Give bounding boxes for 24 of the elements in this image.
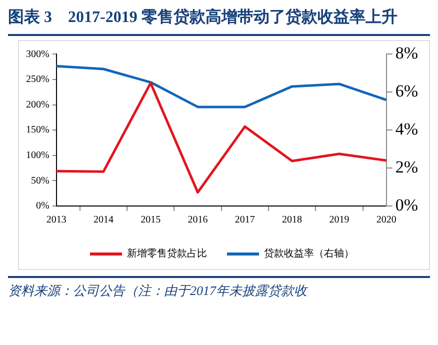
x-tick-label: 2019 — [329, 214, 350, 226]
x-tick-label: 2014 — [93, 214, 114, 226]
legend-label: 新增零售贷款占比 — [127, 248, 207, 260]
x-tick-label: 2015 — [140, 214, 161, 226]
y-tick-label: 50% — [30, 175, 50, 186]
legend-label: 贷款收益率（右轴） — [264, 248, 354, 260]
x-tick-label: 2017 — [234, 214, 255, 226]
x-tick-label: 2016 — [188, 214, 208, 226]
y2-tick-label: 8% — [395, 44, 418, 63]
y-tick-label: 200% — [26, 99, 50, 110]
x-tick-label: 2018 — [282, 214, 302, 226]
chart-title: 图表 3 2017-2019 零售贷款高增带动了贷款收益率上升 — [8, 8, 430, 36]
y-tick-label: 300% — [26, 48, 50, 60]
x-tick-label: 2020 — [376, 214, 396, 226]
y2-tick-label: 0% — [395, 195, 418, 214]
y-tick-label: 100% — [26, 150, 50, 162]
text: 资料来源：公司公告（注：由于2017年未披露贷款收 — [8, 282, 309, 300]
y-tick-label: 150% — [26, 124, 50, 136]
y2-tick-label: 4% — [395, 120, 418, 139]
y-tick-label: 250% — [26, 74, 50, 86]
x-tick-label: 2013 — [46, 214, 66, 226]
y2-tick-label: 2% — [395, 158, 418, 177]
y-tick-label: 0% — [36, 200, 50, 212]
y2-tick-label: 6% — [395, 82, 418, 101]
